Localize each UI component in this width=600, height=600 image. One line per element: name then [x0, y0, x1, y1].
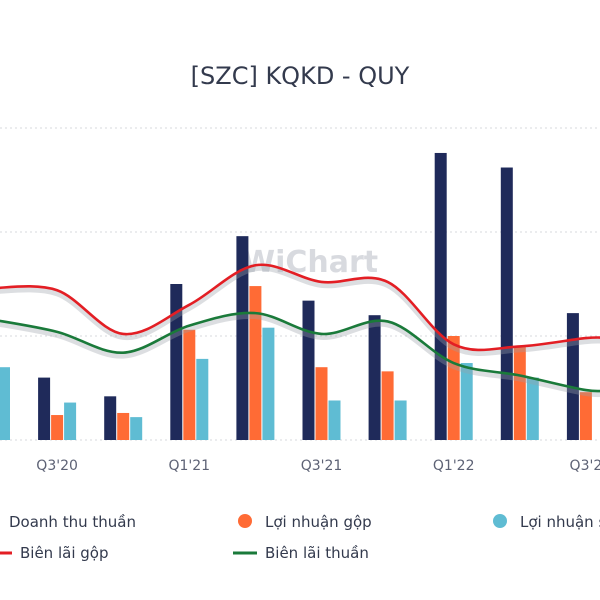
bar-doanh-thu-thuần-Q1'21[interactable]: [170, 284, 183, 440]
x-tick-label: Q1'21: [169, 458, 211, 474]
line-biên-lãi-gộp[interactable]: [0, 263, 600, 352]
line-biên-lãi-thuần[interactable]: [0, 311, 600, 393]
x-tick-label: Q3'21: [301, 458, 343, 474]
bar-lợi-nhuận-gộp-Q2'21[interactable]: [249, 286, 262, 440]
grid: [0, 127, 600, 441]
bar-lợi-nhuận-gộp-Q2'22[interactable]: [513, 346, 526, 440]
legend-marker: [493, 514, 507, 528]
bar-lợi-nhuận-s-Q2'20[interactable]: [0, 367, 10, 440]
legend-item-lợi-nhuận-s[interactable]: Lợi nhuận s: [493, 513, 600, 531]
bar-lợi-nhuận-gộp-Q3'21[interactable]: [315, 367, 328, 440]
lines: [0, 263, 600, 398]
watermark: WiChart: [242, 245, 378, 280]
legend-item-lợi-nhuận-gộp[interactable]: Lợi nhuận gộp: [238, 513, 372, 531]
bar-lợi-nhuận-s-Q4'21[interactable]: [394, 400, 407, 440]
bar-doanh-thu-thuần-Q2'22[interactable]: [500, 167, 513, 440]
legend-label: Doanh thu thuần: [9, 513, 136, 531]
bar-lợi-nhuận-gộp-Q3'22[interactable]: [579, 392, 592, 440]
bar-lợi-nhuận-s-Q3'21[interactable]: [328, 400, 341, 440]
legend-item-biên-lãi-thuần[interactable]: Biên lãi thuần: [233, 544, 369, 562]
bar-doanh-thu-thuần-Q1'22[interactable]: [434, 152, 447, 440]
bar-lợi-nhuận-gộp-Q1'21[interactable]: [183, 329, 196, 440]
chart-title: [SZC] KQKD - QUY: [191, 62, 410, 90]
x-tick-label: Q3'20: [36, 458, 78, 474]
bar-lợi-nhuận-gộp-Q4'21[interactable]: [381, 371, 394, 440]
bar-doanh-thu-thuần-Q3'21[interactable]: [302, 300, 315, 440]
x-tick-label: Q3'2: [570, 458, 600, 474]
legend-label: Biên lãi thuần: [265, 544, 369, 562]
line-shadow-biên-lãi-gộp: [0, 264, 600, 356]
bar-doanh-thu-thuần-Q2'21[interactable]: [236, 236, 249, 440]
bar-lợi-nhuận-s-Q1'21[interactable]: [196, 358, 209, 440]
bar-lợi-nhuận-gộp-Q3'20[interactable]: [51, 415, 64, 440]
legend-label: Lợi nhuận gộp: [265, 513, 372, 531]
bar-lợi-nhuận-gộp-Q4'20[interactable]: [117, 412, 130, 440]
bars: [0, 152, 592, 440]
bar-lợi-nhuận-s-Q2'21[interactable]: [262, 327, 275, 440]
bar-lợi-nhuận-s-Q3'20[interactable]: [64, 402, 77, 440]
legend[interactable]: Doanh thu thuần Lợi nhuận gộp Lợi nhuận s B…: [0, 513, 600, 562]
bar-lợi-nhuận-s-Q4'20[interactable]: [130, 417, 143, 440]
legend-label: Lợi nhuận s: [520, 513, 600, 531]
line-shadow-biên-lãi-thuần: [0, 312, 600, 398]
bar-lợi-nhuận-s-Q1'22[interactable]: [460, 363, 473, 440]
bar-lợi-nhuận-s-Q2'22[interactable]: [526, 377, 539, 440]
bar-doanh-thu-thuần-Q3'20[interactable]: [38, 377, 51, 440]
bar-doanh-thu-thuần-Q4'21[interactable]: [368, 315, 381, 440]
legend-item-biên-lãi-gộp[interactable]: Biên lãi gộp: [0, 544, 108, 562]
legend-marker: [238, 514, 252, 528]
legend-item-doanh-thu-thuần[interactable]: Doanh thu thuần: [0, 513, 136, 531]
bar-doanh-thu-thuần-Q4'20[interactable]: [104, 396, 117, 440]
bar-doanh-thu-thuần-Q3'22[interactable]: [566, 313, 579, 440]
legend-label: Biên lãi gộp: [20, 544, 108, 562]
x-tick-label: Q1'22: [433, 458, 475, 474]
x-axis-ticks: Q3'20 Q1'21 Q3'21 Q1'22 Q3'2: [36, 458, 600, 474]
